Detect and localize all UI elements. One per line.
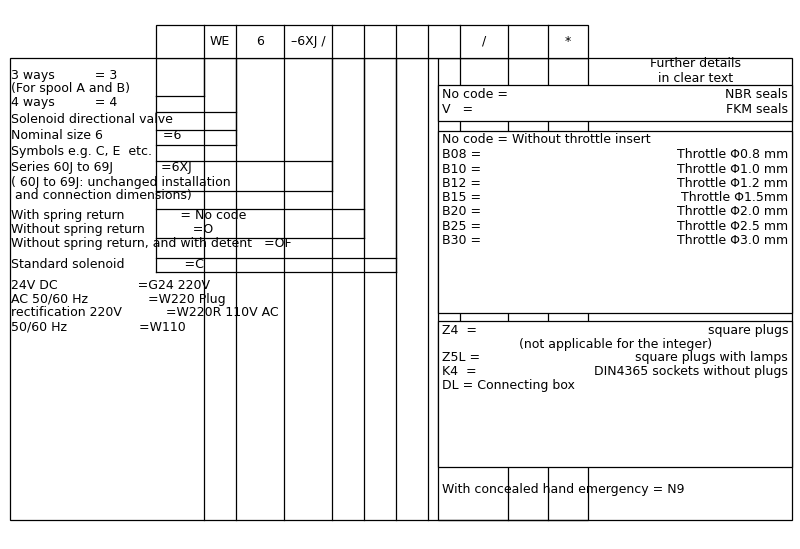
Text: 24V DC                    =G24 220V: 24V DC =G24 220V [11, 279, 210, 292]
Text: FKM seals: FKM seals [726, 103, 788, 116]
Text: B30 =: B30 = [442, 234, 482, 247]
Text: Z4  =: Z4 = [442, 324, 478, 337]
Text: ( 60J to 69J: unchanged installation: ( 60J to 69J: unchanged installation [11, 176, 231, 189]
Text: B12 =: B12 = [442, 177, 482, 190]
Text: 4 ways          = 4: 4 ways = 4 [11, 96, 118, 109]
Text: V   =: V = [442, 103, 474, 116]
Bar [438, 58, 792, 520]
Text: Further details
in clear text: Further details in clear text [650, 57, 742, 86]
Text: –6XJ /: –6XJ / [290, 35, 326, 48]
Text: No code = Without throttle insert: No code = Without throttle insert [442, 133, 651, 147]
Bar [156, 25, 588, 58]
Text: Without spring return, and with detent   =OF: Without spring return, and with detent =… [11, 237, 292, 250]
Text: Without spring return            =O: Without spring return =O [11, 223, 214, 236]
Text: square plugs with lamps: square plugs with lamps [635, 351, 788, 365]
Text: square plugs: square plugs [707, 324, 788, 337]
Bar [438, 321, 792, 467]
Bar [438, 85, 792, 121]
Text: (not applicable for the integer): (not applicable for the integer) [519, 338, 713, 351]
Text: DIN4365 sockets without plugs: DIN4365 sockets without plugs [594, 365, 788, 378]
Text: WE: WE [210, 35, 230, 48]
Text: Throttle Φ0.8 mm: Throttle Φ0.8 mm [677, 148, 788, 161]
Text: Series 60J to 69J            =6XJ: Series 60J to 69J =6XJ [11, 161, 192, 174]
Text: B15 =: B15 = [442, 191, 482, 204]
Text: Symbols e.g. C, E  etc.: Symbols e.g. C, E etc. [11, 145, 152, 158]
Text: Solenoid directional valve: Solenoid directional valve [11, 113, 173, 126]
Text: Z5L =: Z5L = [442, 351, 481, 365]
Text: Throttle Φ2.0 mm: Throttle Φ2.0 mm [677, 205, 788, 219]
Text: 6: 6 [256, 35, 264, 48]
Text: Throttle Φ1.0 mm: Throttle Φ1.0 mm [677, 163, 788, 176]
Text: Throttle Φ3.0 mm: Throttle Φ3.0 mm [677, 234, 788, 247]
Bar [10, 58, 588, 520]
Text: With concealed hand emergency = N9: With concealed hand emergency = N9 [442, 483, 685, 496]
Text: and connection dimensions): and connection dimensions) [11, 189, 192, 203]
Text: DL = Connecting box: DL = Connecting box [442, 379, 575, 393]
Text: B20 =: B20 = [442, 205, 482, 219]
Text: NBR seals: NBR seals [726, 88, 788, 102]
Text: B25 =: B25 = [442, 220, 482, 233]
Text: 50/60 Hz                  =W110: 50/60 Hz =W110 [11, 320, 186, 333]
Text: K4  =: K4 = [442, 365, 477, 378]
Text: /: / [482, 35, 486, 48]
Text: *: * [565, 35, 571, 48]
Text: rectification 220V           =W220R 110V AC: rectification 220V =W220R 110V AC [11, 306, 279, 320]
Text: No code =: No code = [442, 88, 509, 102]
Text: 3 ways          = 3: 3 ways = 3 [11, 69, 118, 82]
Bar [438, 131, 792, 313]
Text: With spring return              = No code: With spring return = No code [11, 209, 246, 222]
Text: Nominal size 6               =6: Nominal size 6 =6 [11, 129, 182, 142]
Text: Throttle Φ1.2 mm: Throttle Φ1.2 mm [677, 177, 788, 190]
Text: (For spool A and B): (For spool A and B) [11, 82, 130, 96]
Text: Throttle Φ1.5mm: Throttle Φ1.5mm [677, 191, 788, 204]
Text: AC 50/60 Hz               =W220 Plug: AC 50/60 Hz =W220 Plug [11, 293, 226, 306]
Text: Standard solenoid               =C: Standard solenoid =C [11, 258, 204, 271]
Text: Throttle Φ2.5 mm: Throttle Φ2.5 mm [677, 220, 788, 233]
Text: B08 =: B08 = [442, 148, 482, 161]
Text: B10 =: B10 = [442, 163, 482, 176]
